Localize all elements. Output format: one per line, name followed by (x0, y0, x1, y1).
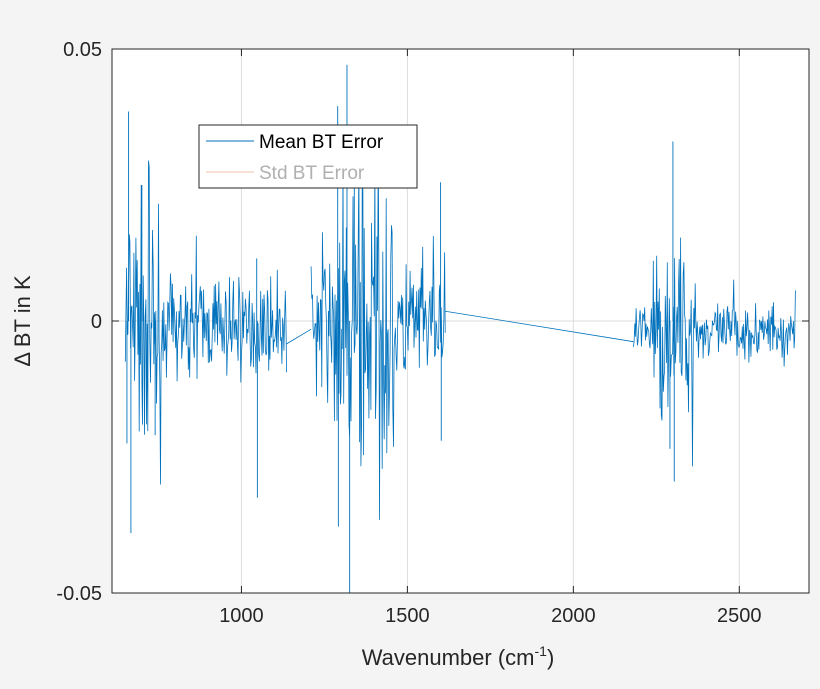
y-tick-label: -0.05 (56, 583, 102, 605)
y-tick-label: 0 (91, 311, 102, 333)
x-axis-title-tail: ) (547, 645, 554, 670)
x-tick-label: 2000 (551, 605, 596, 627)
series-mean-link (445, 310, 634, 343)
y-tick-label: 0.05 (63, 39, 102, 61)
legend: Mean BT Error Std BT Error (198, 124, 418, 189)
legend-label-mean: Mean BT Error (259, 132, 384, 153)
series-mean-line (124, 160, 287, 485)
x-tick-label: 1500 (385, 605, 430, 627)
x-tick-label: 2500 (717, 605, 762, 627)
y-axis-title: Δ BT in K (10, 275, 35, 367)
series-mean-link (286, 328, 312, 345)
legend-label-std: Std BT Error (259, 163, 365, 184)
x-axis-title-sup: -1 (535, 643, 548, 659)
x-tick-label: 1000 (219, 605, 264, 627)
x-axis-title: Wavenumber (cm-1) (362, 643, 555, 670)
x-axis-title-main: Wavenumber (cm (362, 645, 535, 670)
series-mean-line (633, 237, 796, 467)
ticks: 1000 1500 2000 2500 -0.05 0 0.05 (56, 39, 809, 627)
legend-box (198, 124, 418, 189)
